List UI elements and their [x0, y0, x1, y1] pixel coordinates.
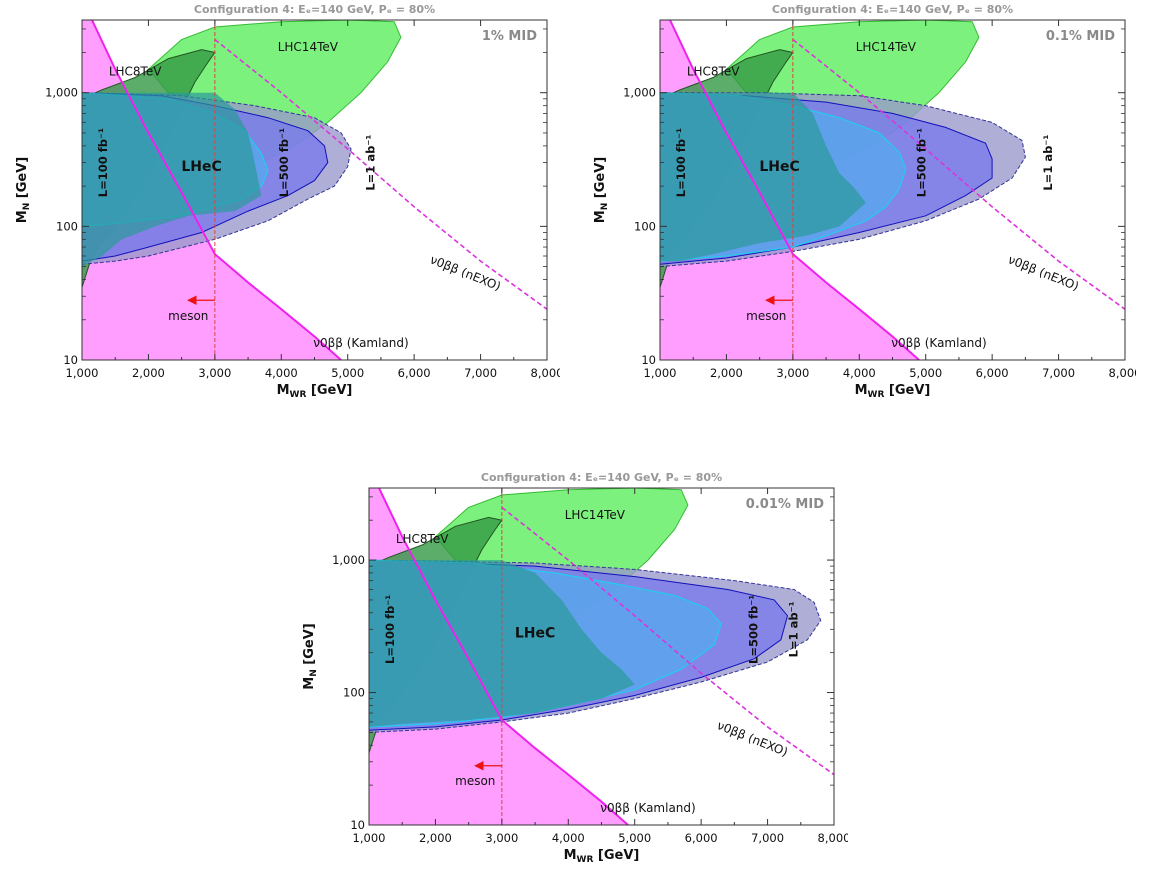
- plot-area: [82, 20, 547, 360]
- x-tick-label: 6,000: [976, 366, 1009, 380]
- plot-area: [660, 20, 1125, 360]
- l100-label: L=100 fb⁻¹: [383, 595, 397, 664]
- meson-label: meson: [746, 309, 786, 323]
- chart-panel-1-percent: Configuration 4: Eₑ=140 GeV, Pₑ = 80% 1,0…: [0, 0, 560, 430]
- y-tick-label: 1,000: [623, 86, 656, 100]
- l1ab-label: L=1 ab⁻¹: [1041, 135, 1055, 191]
- lhc8-label: LHC8TeV: [396, 532, 449, 546]
- x-tick-label: 3,000: [485, 831, 518, 845]
- x-tick-label: 6,000: [398, 366, 431, 380]
- x-axis-label: MWR [GeV]: [277, 383, 353, 400]
- l100-label: L=100 fb⁻¹: [674, 128, 688, 197]
- nexo-label: ν0ββ (nEXO): [1006, 252, 1081, 293]
- x-tick-label: 8,000: [818, 831, 848, 845]
- x-tick-label: 3,000: [776, 366, 809, 380]
- l500-label: L=500 fb⁻¹: [277, 128, 291, 197]
- y-axis-label: MN [GeV]: [593, 157, 610, 223]
- y-tick-label: 10: [350, 818, 365, 832]
- x-tick-label: 5,000: [331, 366, 364, 380]
- mid-tag: 1% MID: [482, 29, 537, 44]
- x-tick-label: 5,000: [618, 831, 651, 845]
- kamland-label: ν0ββ (Kamland): [313, 336, 408, 350]
- y-tick-label: 100: [343, 686, 365, 700]
- sensitivity-chart: Configuration 4: Eₑ=140 GeV, Pₑ = 80% 1,0…: [302, 471, 848, 865]
- y-tick-label: 10: [63, 353, 78, 367]
- x-tick-label: 4,000: [843, 366, 876, 380]
- x-tick-label: 4,000: [552, 831, 585, 845]
- lhc8-label: LHC8TeV: [687, 64, 740, 78]
- l500-label: L=500 fb⁻¹: [747, 595, 761, 664]
- x-tick-label: 2,000: [710, 366, 743, 380]
- chart-title: Configuration 4: Eₑ=140 GeV, Pₑ = 80%: [481, 471, 722, 484]
- chart-panel-0.1-percent: Configuration 4: Eₑ=140 GeV, Pₑ = 80% 1,0…: [576, 0, 1136, 430]
- y-tick-label: 1,000: [45, 86, 78, 100]
- y-tick-label: 100: [56, 219, 78, 233]
- sensitivity-chart: Configuration 4: Eₑ=140 GeV, Pₑ = 80% 1,0…: [15, 3, 560, 400]
- lhc14-label: LHC14TeV: [856, 40, 917, 54]
- y-tick-label: 100: [634, 219, 656, 233]
- sensitivity-chart: Configuration 4: Eₑ=140 GeV, Pₑ = 80% 1,0…: [593, 3, 1136, 400]
- mid-tag: 0.01% MID: [746, 497, 824, 512]
- lhec-label: LHeC: [759, 159, 799, 175]
- l1ab-label: L=1 ab⁻¹: [363, 135, 377, 191]
- lhec-label: LHeC: [515, 626, 555, 642]
- x-tick-label: 6,000: [685, 831, 718, 845]
- meson-label: meson: [168, 309, 208, 323]
- nexo-curve: [214, 38, 547, 310]
- x-tick-label: 7,000: [464, 366, 497, 380]
- mid-tag: 0.1% MID: [1046, 29, 1115, 44]
- x-tick-label: 8,000: [1109, 366, 1136, 380]
- l1ab-label: L=1 ab⁻¹: [786, 601, 800, 657]
- x-tick-label: 3,000: [198, 366, 231, 380]
- lhec-label: LHeC: [181, 159, 221, 175]
- kamland-region: [369, 488, 629, 825]
- y-tick-label: 1,000: [332, 553, 365, 567]
- x-tick-label: 5,000: [909, 366, 942, 380]
- x-tick-label: 7,000: [1042, 366, 1075, 380]
- y-axis-label: MN [GeV]: [15, 157, 32, 223]
- lhc8-label: LHC8TeV: [109, 64, 162, 78]
- l100-label: L=100 fb⁻¹: [96, 128, 110, 197]
- kamland-region: [82, 20, 342, 360]
- chart-panel-0.01-percent: Configuration 4: Eₑ=140 GeV, Pₑ = 80% 1,0…: [288, 463, 848, 883]
- x-tick-label: 4,000: [265, 366, 298, 380]
- meson-label: meson: [455, 774, 495, 788]
- x-tick-label: 8,000: [531, 366, 560, 380]
- x-tick-label: 2,000: [132, 366, 165, 380]
- kamland-region: [660, 20, 920, 360]
- y-tick-label: 10: [641, 353, 656, 367]
- kamland-label: ν0ββ (Kamland): [600, 801, 695, 815]
- nexo-curve: [792, 38, 1125, 310]
- x-tick-label: 2,000: [419, 831, 452, 845]
- chart-title: Configuration 4: Eₑ=140 GeV, Pₑ = 80%: [194, 3, 435, 16]
- lhc14-label: LHC14TeV: [565, 508, 626, 522]
- x-axis-label: MWR [GeV]: [855, 383, 931, 400]
- x-tick-label: 1,000: [66, 366, 99, 380]
- lhc14-label: LHC14TeV: [278, 40, 339, 54]
- nexo-label: ν0ββ (nEXO): [428, 252, 503, 293]
- x-tick-label: 7,000: [751, 831, 784, 845]
- plot-area: [369, 488, 834, 825]
- lhec-region: [660, 92, 866, 262]
- x-tick-label: 1,000: [644, 366, 677, 380]
- kamland-label: ν0ββ (Kamland): [891, 336, 986, 350]
- l500-label: L=500 fb⁻¹: [915, 128, 929, 197]
- x-axis-label: MWR [GeV]: [564, 848, 640, 865]
- lhec-region: [82, 92, 262, 267]
- chart-title: Configuration 4: Eₑ=140 GeV, Pₑ = 80%: [772, 3, 1013, 16]
- y-axis-label: MN [GeV]: [302, 623, 319, 689]
- nexo-label: ν0ββ (nEXO): [715, 718, 790, 759]
- x-tick-label: 1,000: [353, 831, 386, 845]
